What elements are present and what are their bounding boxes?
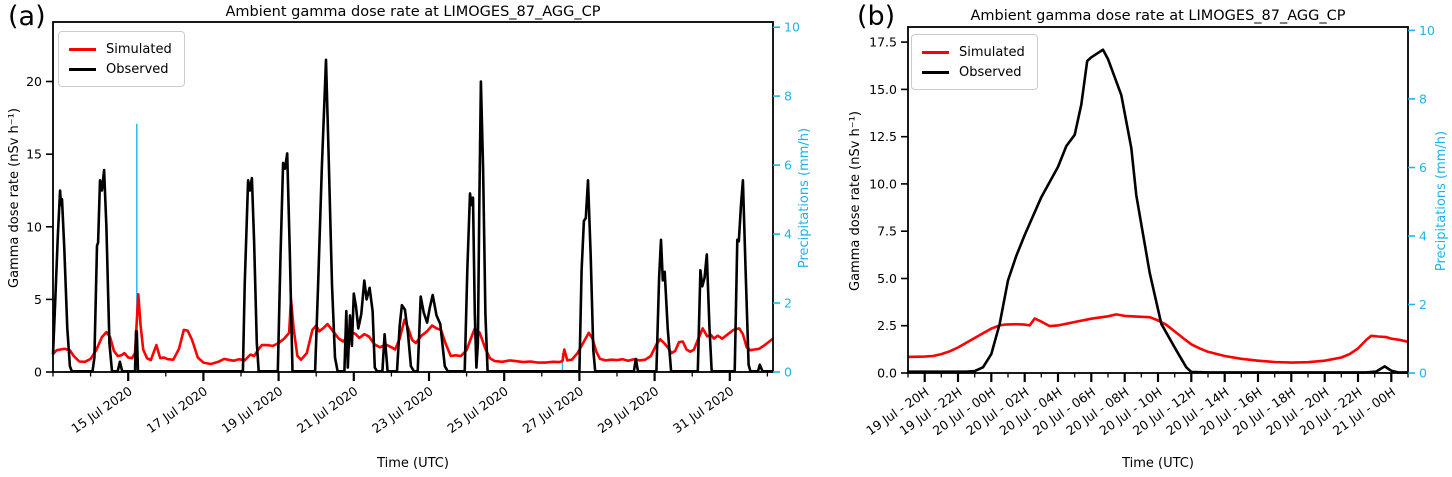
legend-item-simulated: Simulated xyxy=(69,39,172,59)
svg-text:0: 0 xyxy=(34,365,42,380)
svg-text:6: 6 xyxy=(1419,160,1427,175)
svg-text:20: 20 xyxy=(26,74,42,89)
svg-text:0: 0 xyxy=(784,365,792,380)
svg-text:2: 2 xyxy=(784,296,792,311)
legend-item-observed: Observed xyxy=(922,62,1025,82)
svg-text:12.5: 12.5 xyxy=(869,129,897,144)
panel-a-xlabel: Time (UTC) xyxy=(377,456,449,471)
svg-text:8: 8 xyxy=(1419,91,1427,106)
svg-text:7.5: 7.5 xyxy=(877,224,897,239)
observed-line-swatch xyxy=(922,70,949,74)
legend-label-observed: Observed xyxy=(959,64,1022,80)
svg-text:0.0: 0.0 xyxy=(877,366,897,381)
svg-text:15.0: 15.0 xyxy=(869,82,897,97)
panel-a-letter: (a) xyxy=(8,1,46,32)
simulated-line-swatch xyxy=(922,50,949,54)
legend-item-simulated: Simulated xyxy=(922,42,1025,62)
svg-text:15: 15 xyxy=(26,147,42,162)
svg-text:2.5: 2.5 xyxy=(877,318,897,333)
legend-label-simulated: Simulated xyxy=(106,41,172,57)
svg-text:0: 0 xyxy=(1419,366,1427,381)
legend-item-observed: Observed xyxy=(69,59,172,79)
svg-text:5.0: 5.0 xyxy=(877,271,897,286)
svg-text:5: 5 xyxy=(34,292,42,307)
panel-a-title: Ambient gamma dose rate at LIMOGES_87_AG… xyxy=(225,4,601,20)
panel-b-letter: (b) xyxy=(857,1,896,32)
panel-b-title: Ambient gamma dose rate at LIMOGES_87_AG… xyxy=(970,8,1346,24)
svg-text:6: 6 xyxy=(784,158,792,173)
svg-text:4: 4 xyxy=(784,227,792,242)
panel-b-legend: Simulated Observed xyxy=(911,34,1038,90)
svg-text:10.0: 10.0 xyxy=(869,176,897,191)
svg-text:2: 2 xyxy=(1419,297,1427,312)
svg-text:17.5: 17.5 xyxy=(869,35,897,50)
panel-b-xlabel: Time (UTC) xyxy=(1122,456,1194,471)
svg-text:10: 10 xyxy=(784,20,800,35)
svg-text:10: 10 xyxy=(1419,23,1435,38)
observed-line-swatch xyxy=(69,67,96,71)
svg-text:10: 10 xyxy=(26,219,42,234)
panel-a-legend: Simulated Observed xyxy=(58,31,185,87)
legend-label-simulated: Simulated xyxy=(959,44,1025,60)
svg-text:8: 8 xyxy=(784,89,792,104)
svg-text:4: 4 xyxy=(1419,229,1427,244)
simulated-line-swatch xyxy=(69,47,96,51)
legend-label-observed: Observed xyxy=(106,61,169,77)
